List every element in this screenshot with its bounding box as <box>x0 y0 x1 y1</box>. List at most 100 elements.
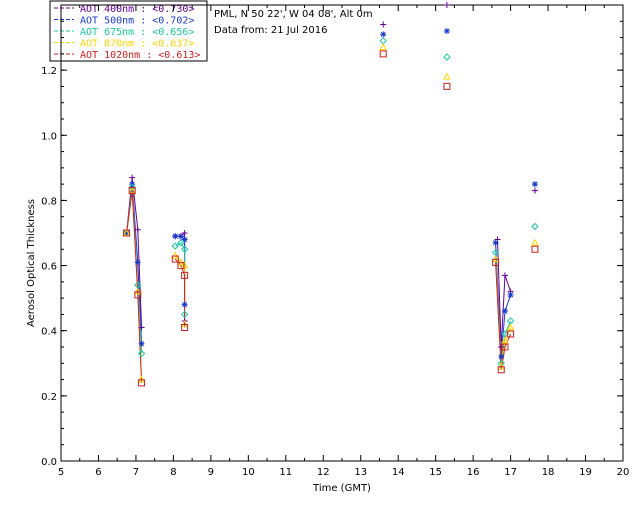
legend-entry: AOT 675nm : <0.656> <box>80 27 194 38</box>
data-point <box>501 343 509 351</box>
info-line: PML, N 50 22', W 04 08', Alt 0m <box>214 9 373 20</box>
data-point <box>177 262 185 270</box>
data-point <box>501 336 509 344</box>
data-point <box>497 366 505 374</box>
data-point <box>171 242 179 250</box>
axes: 5 6 7 8 9 10 11 12 13 14 15 16 17 18 19 20 0.0 0.2 0.4 0.6 0… <box>26 4 629 494</box>
data-point <box>172 233 179 240</box>
y-tick-label: 1.0 <box>41 131 57 142</box>
data-point <box>180 320 189 328</box>
data-point <box>443 28 450 35</box>
data-point <box>531 181 538 188</box>
data-point <box>506 323 515 331</box>
x-tick-label: 6 <box>95 467 101 478</box>
data-point <box>180 245 189 253</box>
data-point <box>497 359 505 367</box>
data-point <box>128 187 136 195</box>
x-tick-label: 14 <box>392 467 405 478</box>
data-point <box>380 21 387 28</box>
data-point <box>180 261 189 269</box>
data-point <box>380 31 387 38</box>
series-lines <box>126 177 512 383</box>
data-point <box>498 344 505 350</box>
site-info: PML, N 50 22', W 04 08', Alt 0m Data from… <box>214 9 373 36</box>
data-point <box>122 228 131 236</box>
data-point <box>497 362 506 370</box>
data-point <box>177 233 184 240</box>
y-tick-label: 0.2 <box>41 392 57 403</box>
legend-entry: AOT 1020nm : <0.613> <box>80 50 200 61</box>
data-point <box>531 187 538 194</box>
x-tick-label: 10 <box>242 467 255 478</box>
data-point <box>177 239 185 247</box>
x-tick-label: 17 <box>504 467 517 478</box>
x-tick-label: 11 <box>279 467 292 478</box>
data-point <box>492 239 499 246</box>
data-point <box>531 222 539 231</box>
legend-entry: AOT 400nm : <0.730> <box>80 4 194 15</box>
data-point <box>134 226 141 233</box>
data-point <box>128 186 137 194</box>
data-point <box>531 238 539 246</box>
y-tick-label: 1.2 <box>41 66 57 77</box>
data-point <box>443 53 451 61</box>
x-tick-label: 8 <box>170 467 176 478</box>
x-tick-label: 18 <box>542 467 555 478</box>
data-point <box>123 229 131 237</box>
data-point <box>137 375 146 383</box>
data-point <box>531 245 539 253</box>
data-point <box>491 255 500 262</box>
data-point <box>443 72 451 80</box>
legend: AOT 400nm : <0.730>AOT 500nm : <0.702>AO… <box>49 0 208 62</box>
data-point <box>443 82 451 90</box>
series-markers <box>122 2 539 387</box>
data-point <box>138 379 146 387</box>
y-axis-title: Aerosol Optical Thickness <box>26 199 37 327</box>
data-point <box>492 258 500 266</box>
data-point <box>379 50 387 58</box>
data-point <box>507 291 514 298</box>
x-tick-label: 5 <box>58 467 64 478</box>
x-tick-label: 16 <box>467 467 480 478</box>
x-tick-label: 13 <box>354 467 367 478</box>
data-point <box>180 310 189 319</box>
data-point <box>128 183 136 192</box>
x-tick-label: 15 <box>429 467 442 478</box>
data-point <box>171 255 179 263</box>
data-point <box>134 291 142 299</box>
data-point <box>181 230 188 236</box>
y-tick-label: 0.4 <box>41 327 57 338</box>
data-point <box>501 308 508 315</box>
x-axis-title: Time (GMT) <box>312 483 371 494</box>
data-point <box>171 251 180 259</box>
data-point <box>177 258 185 266</box>
data-point <box>138 340 145 347</box>
data-point <box>507 330 515 338</box>
data-point <box>443 2 450 8</box>
legend-entry: AOT 870nm : <0.637> <box>80 39 194 50</box>
data-point <box>181 271 189 279</box>
data-point <box>498 353 505 360</box>
series-line <box>126 190 143 383</box>
x-tick-label: 19 <box>579 467 592 478</box>
data-point <box>134 259 141 266</box>
data-point <box>123 230 130 236</box>
series-line <box>174 258 186 328</box>
data-point <box>379 43 388 51</box>
data-point <box>181 301 188 308</box>
data-point <box>181 323 189 331</box>
data-point <box>138 324 145 331</box>
legend-entry: AOT 500nm : <0.702> <box>80 16 194 27</box>
data-point <box>379 37 387 45</box>
info-line: Data from: 21 Jul 2016 <box>214 25 327 36</box>
data-point <box>137 349 146 358</box>
plot-frame <box>60 4 624 462</box>
x-tick-label: 12 <box>317 467 330 478</box>
y-tick-label: 0.8 <box>41 196 57 207</box>
y-tick-label: 0.6 <box>41 262 57 273</box>
legend-box <box>49 0 208 62</box>
x-tick-label: 7 <box>133 467 139 478</box>
data-point <box>129 174 136 181</box>
y-tick-label: 0.0 <box>41 457 57 468</box>
